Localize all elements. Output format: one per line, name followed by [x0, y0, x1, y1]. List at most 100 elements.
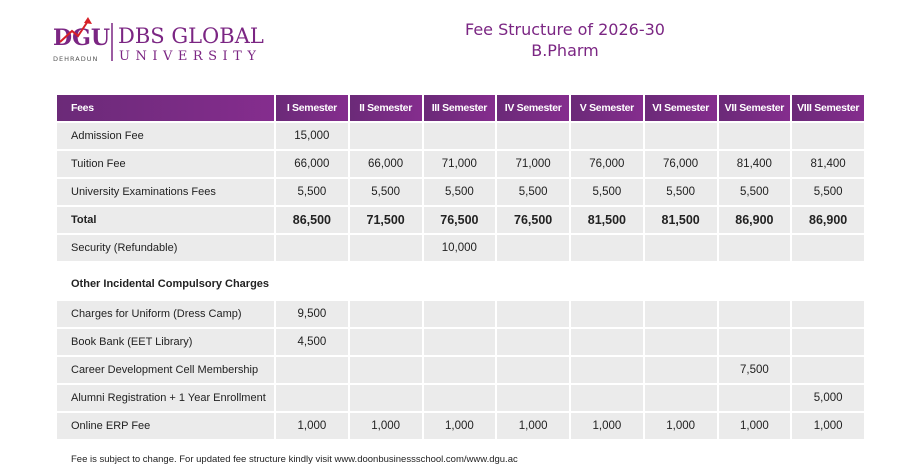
- fee-cell: 10,000: [423, 235, 496, 261]
- fee-cell: [423, 123, 496, 149]
- fee-cell: [497, 123, 569, 149]
- fee-cell: 71,500: [349, 207, 422, 233]
- table-row: Total 86,500 71,500 76,500 76,500 81,500 81,50…: [57, 207, 864, 233]
- fee-cell: 5,500: [792, 179, 864, 205]
- fee-cell: [423, 385, 496, 411]
- column-header-semester: I Semester: [276, 95, 348, 121]
- title-block: Fee Structure of 2026-30 B.Pharm: [440, 19, 690, 61]
- row-label: Security (Refundable): [57, 235, 274, 261]
- fee-cell: 4,500: [276, 329, 348, 355]
- column-header-semester: VIII Semester: [792, 95, 864, 121]
- table-header-row: Fees I Semester II Semester III Semester IV …: [57, 95, 864, 121]
- table-row: Security (Refundable) 10,000: [57, 235, 864, 261]
- row-label: Total: [57, 207, 274, 233]
- fee-cell: [792, 357, 864, 383]
- row-label: Admission Fee: [57, 123, 274, 149]
- fee-cell: [718, 301, 791, 327]
- column-header-semester: VII Semester: [718, 95, 791, 121]
- fee-cell: 7,500: [718, 357, 791, 383]
- fee-cell: [792, 301, 864, 327]
- fee-cell: [349, 329, 422, 355]
- column-header-semester: VI Semester: [644, 95, 717, 121]
- fee-cell: [497, 329, 569, 355]
- fee-cell: [276, 385, 348, 411]
- fee-cell: [571, 235, 643, 261]
- fee-cell: 5,500: [497, 179, 569, 205]
- logo-name-line2: UNIVERSITY: [119, 49, 261, 64]
- fee-cell: [644, 385, 717, 411]
- fee-cell: 81,400: [718, 151, 791, 177]
- fee-cell: [571, 385, 643, 411]
- fee-cell: [718, 385, 791, 411]
- page-subtitle: B.Pharm: [531, 41, 599, 60]
- fee-cell: 1,000: [792, 413, 864, 439]
- row-label: Charges for Uniform (Dress Camp): [57, 301, 274, 327]
- fee-cell: [349, 123, 422, 149]
- column-header-fees: Fees: [57, 95, 274, 121]
- column-header-semester: IV Semester: [497, 95, 569, 121]
- fee-cell: 5,500: [718, 179, 791, 205]
- fee-cell: [423, 301, 496, 327]
- fee-cell: [718, 235, 791, 261]
- fee-cell: 81,400: [792, 151, 864, 177]
- fee-cell: [644, 123, 717, 149]
- row-label: University Examinations Fees: [57, 179, 274, 205]
- fee-cell: 5,500: [644, 179, 717, 205]
- fee-cell: 66,000: [349, 151, 422, 177]
- fee-cell: [349, 357, 422, 383]
- fee-cell: [571, 301, 643, 327]
- fee-cell: [497, 357, 569, 383]
- section-heading: Other Incidental Compulsory Charges: [57, 263, 864, 299]
- fee-cell: 81,500: [644, 207, 717, 233]
- fee-cell: 5,500: [349, 179, 422, 205]
- row-label: Online ERP Fee: [57, 413, 274, 439]
- university-logo: DGU DEHRADUN DBS GLOBAL UNIVERSITY: [53, 17, 264, 64]
- fee-cell: [718, 123, 791, 149]
- fee-cell: 1,000: [571, 413, 643, 439]
- logo-arrowhead: [84, 17, 92, 24]
- fee-cell: [349, 235, 422, 261]
- fee-cell: [276, 235, 348, 261]
- table-row: Book Bank (EET Library) 4,500: [57, 329, 864, 355]
- fee-cell: [497, 235, 569, 261]
- fee-cell: 81,500: [571, 207, 643, 233]
- fee-cell: [349, 385, 422, 411]
- fee-cell: [349, 301, 422, 327]
- fee-cell: 5,500: [571, 179, 643, 205]
- row-label: Career Development Cell Membership: [57, 357, 274, 383]
- fee-cell: 5,000: [792, 385, 864, 411]
- fee-cell: 1,000: [349, 413, 422, 439]
- fee-cell: 76,500: [497, 207, 569, 233]
- fee-cell: 71,000: [497, 151, 569, 177]
- table-row: Online ERP Fee 1,000 1,000 1,000 1,000 1,000 1…: [57, 413, 864, 439]
- fee-cell: 5,500: [276, 179, 348, 205]
- fee-cell: [423, 329, 496, 355]
- page-title: Fee Structure of 2026-30: [465, 20, 665, 39]
- fee-cell: [644, 301, 717, 327]
- row-label: Book Bank (EET Library): [57, 329, 274, 355]
- fee-cell: [276, 357, 348, 383]
- fee-cell: 9,500: [276, 301, 348, 327]
- fee-cell: 1,000: [423, 413, 496, 439]
- table-row: University Examinations Fees 5,500 5,500 5,…: [57, 179, 864, 205]
- logo-name-line1: DBS GLOBAL: [118, 24, 264, 48]
- table-row: Tuition Fee 66,000 66,000 71,000 71,000 76,00…: [57, 151, 864, 177]
- logo-city: DEHRADUN: [53, 55, 98, 63]
- column-header-semester: II Semester: [349, 95, 422, 121]
- section-row: Other Incidental Compulsory Charges: [57, 263, 864, 299]
- fee-cell: 1,000: [718, 413, 791, 439]
- row-label: Alumni Registration + 1 Year Enrollment: [57, 385, 274, 411]
- fee-cell: [423, 357, 496, 383]
- fee-cell: [571, 123, 643, 149]
- footnote: Fee is subject to change. For updated fe…: [71, 454, 518, 465]
- fee-cell: 66,000: [276, 151, 348, 177]
- fee-cell: [644, 235, 717, 261]
- table-row: Charges for Uniform (Dress Camp) 9,500: [57, 301, 864, 327]
- fee-cell: [644, 357, 717, 383]
- fee-cell: [571, 357, 643, 383]
- fee-cell: [792, 329, 864, 355]
- table-row: Career Development Cell Membership 7,500: [57, 357, 864, 383]
- logo-arrow: [59, 20, 89, 43]
- fee-cell: 86,500: [276, 207, 348, 233]
- fee-cell: 1,000: [644, 413, 717, 439]
